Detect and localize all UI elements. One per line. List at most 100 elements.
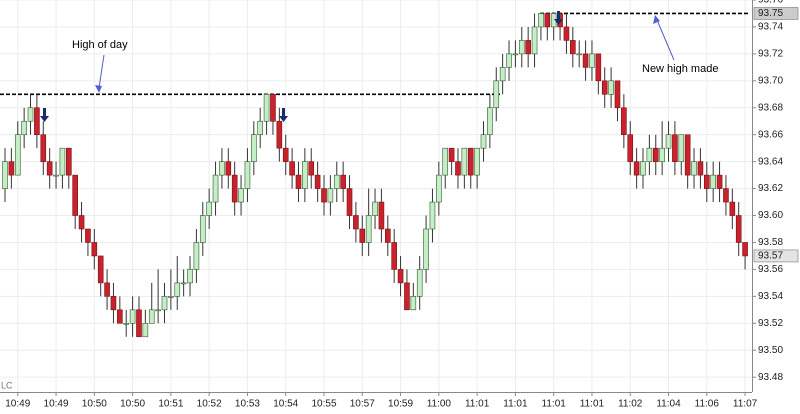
candle-body: [34, 107, 40, 136]
candle-body: [110, 296, 117, 311]
price-tag: [753, 7, 799, 20]
candle-body: [563, 26, 570, 41]
x-tick-label: 10:51: [158, 399, 183, 410]
candle-body: [97, 255, 104, 284]
candle-body: [155, 309, 161, 312]
candle-body: [678, 134, 685, 162]
candle-body: [161, 296, 168, 311]
candle-body: [397, 269, 404, 284]
signal-arrows: [40, 11, 563, 122]
candle-body: [289, 161, 295, 176]
candle-body: [544, 13, 551, 28]
down-arrow: [554, 11, 563, 25]
annotation: High of day: [72, 39, 128, 51]
candle-body: [295, 174, 302, 189]
candle-body: [633, 161, 640, 176]
candle-body: [474, 147, 480, 176]
candle-body: [525, 40, 531, 55]
candle-body: [703, 174, 710, 189]
candle-body: [21, 120, 27, 136]
candle-body: [365, 215, 372, 243]
candle-body: [531, 26, 538, 55]
candle-body: [506, 53, 512, 68]
candle-body: [136, 309, 142, 338]
candle-body: [538, 13, 544, 28]
y-tick-label: 93.68: [758, 102, 783, 113]
price-tag-label: 93.57: [758, 251, 783, 262]
candle-body: [117, 309, 123, 324]
candle-body: [729, 201, 736, 216]
candle-body: [442, 147, 449, 176]
x-tick-label: 10:57: [350, 399, 375, 410]
candle-body: [423, 228, 429, 270]
reference-lines: [0, 12, 748, 96]
candle-body: [238, 188, 244, 203]
candle-body: [314, 174, 321, 189]
x-tick-label: 10:53: [235, 399, 260, 410]
candle-body: [493, 80, 500, 109]
annotation-arrow: [656, 19, 675, 61]
candle-body: [448, 147, 455, 162]
candle-body: [327, 188, 334, 203]
y-tick-label: 93.72: [758, 49, 783, 60]
candle-body: [640, 161, 646, 176]
candle-body: [576, 53, 583, 56]
arrow-head: [95, 85, 102, 93]
x-tick-label: 11:00: [427, 399, 452, 410]
candle-body: [251, 134, 257, 162]
y-tick-label: 93.76: [758, 0, 783, 6]
candle-body: [302, 161, 308, 189]
candle-body: [455, 161, 461, 176]
candle-body: [46, 161, 53, 176]
candles: [2, 13, 748, 338]
candle-body: [129, 309, 136, 324]
candle-body: [14, 134, 21, 176]
x-tick-label: 10:49: [5, 399, 30, 410]
candle-body: [646, 147, 653, 162]
candle-body: [53, 174, 59, 177]
x-tick-label: 10:54: [273, 399, 298, 410]
candle-body: [665, 134, 672, 149]
candle-body: [66, 147, 72, 176]
candle-body: [601, 80, 608, 95]
candle-body: [512, 53, 519, 56]
candle-body: [8, 161, 15, 176]
x-tick-label: 11:04: [656, 399, 681, 410]
candle-body: [174, 282, 181, 297]
candle-body: [384, 228, 391, 243]
candle-body: [487, 107, 493, 136]
candle-body: [212, 174, 219, 203]
y-tick-label: 93.60: [758, 210, 783, 221]
candle-body: [518, 40, 525, 55]
corner-label: LC: [1, 380, 13, 390]
y-tick-label: 93.50: [758, 345, 783, 356]
candle-body: [608, 80, 614, 95]
x-tick-label: 11:01: [542, 399, 567, 410]
candle-body: [570, 40, 576, 55]
down-arrow: [40, 108, 49, 122]
candle-body: [59, 147, 66, 176]
candle-body: [359, 228, 366, 243]
x-tick-label: 11:07: [733, 399, 758, 410]
candle-body: [723, 188, 729, 203]
candle-body: [595, 53, 602, 82]
x-tick-label: 11:02: [618, 399, 643, 410]
y-tick-label: 93.56: [758, 264, 783, 275]
y-tick-label: 93.48: [758, 372, 783, 383]
candle-body: [582, 53, 589, 68]
candle-body: [282, 147, 289, 162]
candle-body: [104, 282, 110, 297]
x-tick-label: 10:52: [197, 399, 222, 410]
candle-body: [276, 120, 283, 149]
candle-body: [391, 242, 397, 270]
candle-body: [333, 174, 340, 189]
candle-body: [614, 80, 621, 109]
y-tick-label: 93.62: [758, 183, 783, 194]
candle-body: [257, 120, 264, 136]
candle-body: [340, 174, 346, 189]
candle-body: [589, 53, 595, 68]
candle-body: [684, 134, 691, 176]
price-tag: [753, 249, 799, 263]
y-tick-label: 93.52: [758, 318, 783, 329]
